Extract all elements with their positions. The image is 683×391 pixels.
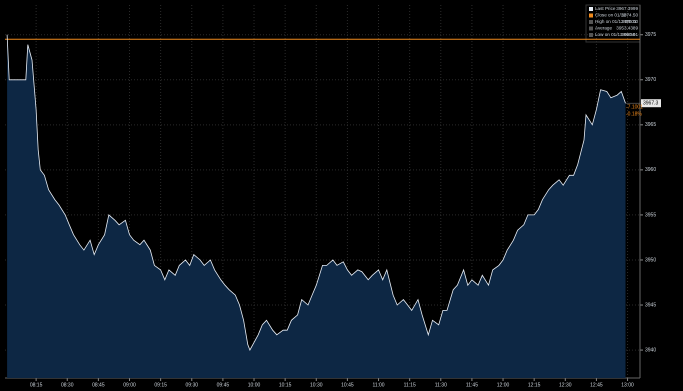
x-tick-label: 09:00 (123, 382, 136, 388)
x-tick-label: 10:00 (248, 382, 261, 388)
x-tick-label: 10:30 (310, 382, 323, 388)
last-price-tag-bg (641, 99, 661, 108)
x-tick-label: 09:30 (186, 382, 199, 388)
legend-label: Close on 01/12 (595, 13, 626, 18)
legend-value: 3953.4389 (616, 26, 638, 31)
legend-value: 3940.01 (621, 32, 638, 37)
y-tick-label: 3965 (645, 122, 656, 128)
legend-value: 3967.3999 (616, 6, 638, 11)
legend-label: High on 01/13 08:01 (595, 19, 637, 24)
legend-value: 3975.00 (621, 19, 638, 24)
last-price-tag: 3967.3 (643, 101, 659, 107)
y-tick-label: 3975 (645, 32, 656, 38)
legend-label: Low on 01/13 09:58 (595, 32, 636, 37)
x-tick-label: 11:45 (466, 382, 478, 388)
x-tick-label: 08:45 (92, 382, 105, 388)
legend-swatch (589, 33, 593, 37)
x-tick-label: 10:15 (279, 382, 292, 388)
y-tick-label: 3955 (645, 212, 656, 218)
legend-box (585, 4, 641, 43)
legend-swatch (589, 20, 593, 24)
area (7, 34, 626, 378)
legend-label: Average (595, 26, 612, 31)
x-tick-label: 11:30 (435, 382, 447, 388)
x-tick-label: 12:30 (559, 382, 572, 388)
y-tick-label: 3945 (645, 302, 656, 308)
change-pct: -0.18% (626, 112, 642, 118)
legend-label: Last Price (595, 6, 616, 11)
x-tick-label: 09:45 (217, 382, 230, 388)
x-tick-label: 11:15 (404, 382, 416, 388)
x-tick-label: 09:15 (154, 382, 167, 388)
x-tick-label: 08:30 (61, 382, 74, 388)
x-tick-label: 08:15 (30, 382, 43, 388)
y-tick-label: 3970 (645, 77, 656, 83)
y-tick-label: 3940 (645, 347, 656, 353)
x-tick-label: 12:45 (590, 382, 603, 388)
x-tick-label: 10:45 (341, 382, 354, 388)
legend-swatch (589, 7, 593, 11)
x-tick-label: 11:00 (372, 382, 384, 388)
x-tick-label: 12:00 (497, 382, 510, 388)
x-tick-label: 13:00 (621, 382, 634, 388)
y-tick-label: 3960 (645, 167, 656, 173)
line (6, 34, 626, 351)
x-tick-label: 12:15 (528, 382, 541, 388)
legend-swatch (589, 26, 593, 31)
legend-value: 3974.50 (621, 13, 638, 18)
legend-swatch (589, 13, 593, 18)
y-tick-label: 3950 (645, 257, 656, 263)
change: -7.1001 (626, 105, 643, 111)
